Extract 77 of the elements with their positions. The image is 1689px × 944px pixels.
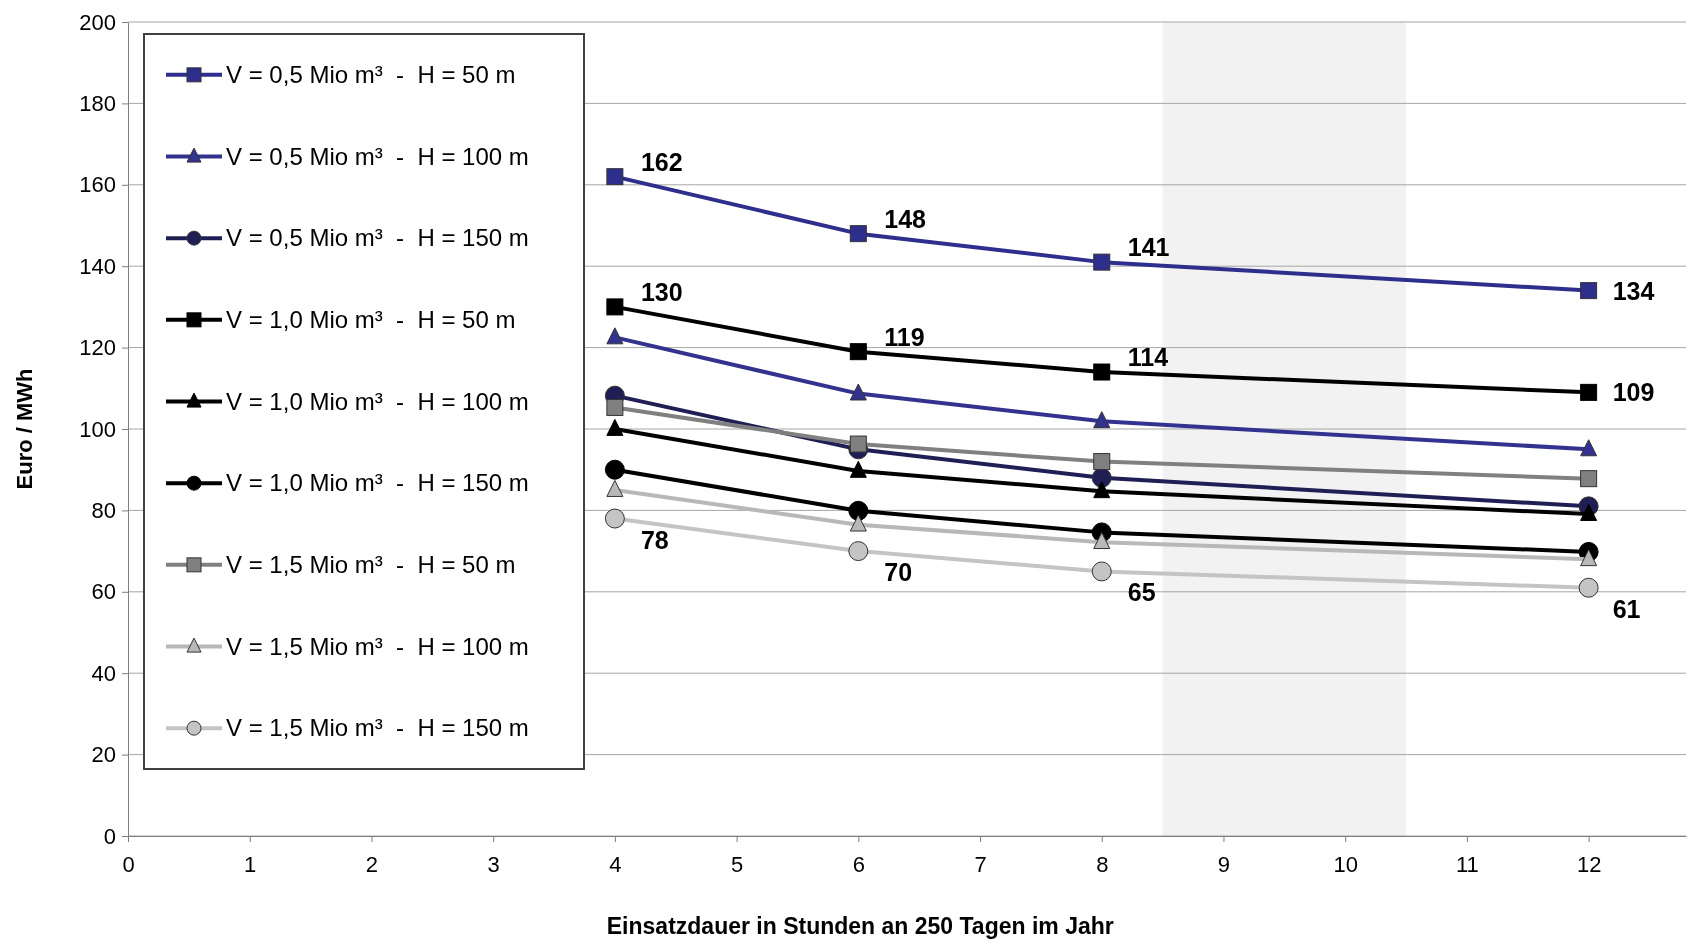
legend-label: V = 1,5 Mio m³ - H = 150 m (226, 714, 529, 742)
x-tick-label: 7 (974, 851, 987, 877)
data-label: 162 (640, 147, 683, 176)
legend-label: V = 0,5 Mio m³ - H = 150 m (226, 224, 529, 252)
x-tick-label: 2 (365, 851, 379, 877)
x-tick-label: 4 (609, 851, 622, 877)
x-tick-label: 9 (1217, 851, 1231, 877)
point (849, 343, 867, 361)
legend-label: V = 0,5 Mio m³ - H = 100 m (226, 142, 529, 170)
y-tick-label: 120 (79, 335, 116, 361)
legend-label: V = 1,0 Mio m³ - H = 150 m (226, 469, 529, 497)
data-label: 61 (1612, 594, 1641, 623)
x-tick-label: 8 (1096, 851, 1109, 877)
point (606, 168, 624, 186)
y-tick-label: 0 (103, 823, 116, 849)
y-tick-label: 100 (79, 416, 116, 442)
legend-label: V = 1,5 Mio m³ - H = 50 m (226, 550, 516, 578)
data-label: 109 (1612, 378, 1655, 407)
point (1580, 439, 1598, 457)
point (1093, 411, 1111, 429)
data-label: 119 (884, 322, 925, 351)
point (848, 541, 869, 562)
data-label: 148 (884, 204, 927, 233)
y-tick-label: 40 (91, 660, 116, 686)
point (1580, 503, 1598, 521)
point (1580, 549, 1598, 567)
point (849, 225, 867, 243)
point (849, 383, 867, 401)
point (1093, 481, 1111, 499)
legend-label: V = 1,0 Mio m³ - H = 50 m (226, 305, 516, 333)
y-tick-label: 160 (79, 172, 116, 198)
y-axis-title: Euro / MWh (12, 368, 37, 490)
x-tick-label: 10 (1333, 851, 1358, 877)
y-tick-label: 200 (79, 9, 116, 35)
x-tick-label: 3 (487, 851, 500, 877)
data-label: 130 (640, 277, 683, 306)
point (849, 435, 867, 453)
point (606, 298, 624, 316)
data-label: 70 (884, 558, 913, 587)
point (606, 327, 624, 345)
point (1091, 561, 1112, 582)
x-tick-label: 0 (122, 851, 135, 877)
y-tick-label: 60 (91, 579, 116, 605)
point (1093, 363, 1111, 381)
point (1580, 282, 1598, 300)
x-tick-label: 12 (1576, 851, 1602, 877)
x-axis-title: Einsatzdauer in Stunden an 250 Tagen im Jahr (606, 913, 1114, 939)
y-tick-label: 20 (91, 742, 116, 768)
x-tick-label: 5 (730, 851, 744, 877)
data-label: 141 (1127, 233, 1170, 262)
point (849, 514, 867, 532)
y-tick-label: 180 (79, 90, 116, 116)
point (1580, 470, 1598, 488)
point (1580, 383, 1598, 401)
y-tick-label: 80 (91, 497, 116, 523)
point (849, 460, 867, 478)
legend-label: V = 1,0 Mio m³ - H = 100 m (226, 387, 529, 415)
point (1093, 253, 1111, 271)
point (1093, 532, 1111, 550)
point (604, 459, 625, 480)
data-label: 114 (1127, 343, 1169, 372)
y-tick-label: 140 (79, 253, 116, 279)
point (1578, 577, 1599, 598)
x-tick-label: 1 (244, 851, 257, 877)
x-tick-label: 6 (852, 851, 865, 877)
legend-label: V = 1,5 Mio m³ - H = 100 m (226, 632, 529, 660)
legend-label: V = 0,5 Mio m³ - H = 50 m (226, 60, 516, 88)
point (606, 418, 624, 436)
point (604, 508, 625, 529)
data-label: 134 (1612, 276, 1655, 305)
point (1093, 453, 1111, 471)
data-label: 65 (1127, 578, 1156, 607)
point (606, 398, 624, 416)
x-tick-label: 11 (1455, 851, 1479, 877)
data-label: 78 (640, 525, 669, 554)
point (606, 479, 624, 497)
point (848, 500, 869, 521)
